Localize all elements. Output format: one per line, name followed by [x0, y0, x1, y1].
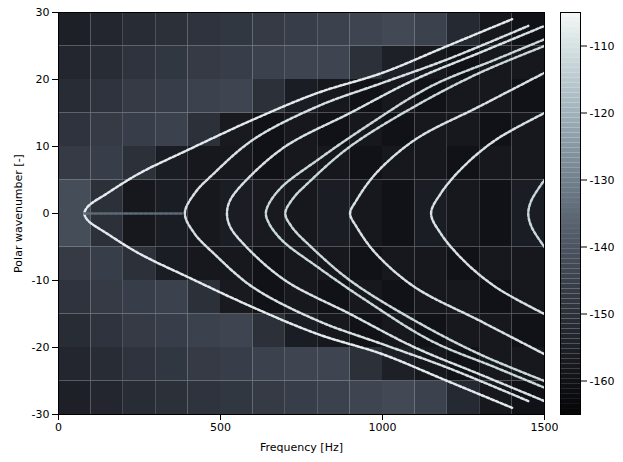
svg-text:-120: -120	[590, 107, 615, 120]
svg-text:1500: 1500	[531, 421, 559, 434]
svg-text:-140: -140	[590, 241, 615, 254]
svg-text:-110: -110	[590, 40, 615, 53]
svg-text:10: 10	[36, 140, 50, 153]
svg-text:30: 30	[36, 6, 50, 19]
svg-text:-160: -160	[590, 375, 615, 388]
svg-text:-20: -20	[32, 341, 50, 354]
svg-text:-10: -10	[32, 274, 50, 287]
svg-text:Polar wavenumber [-]: Polar wavenumber [-]	[12, 154, 25, 273]
svg-text:-150: -150	[590, 308, 615, 321]
svg-text:0: 0	[55, 421, 62, 434]
svg-text:500: 500	[210, 421, 231, 434]
svg-text:1000: 1000	[369, 421, 397, 434]
svg-text:20: 20	[36, 73, 50, 86]
svg-text:0: 0	[43, 207, 50, 220]
svg-text:Frequency [Hz]: Frequency [Hz]	[260, 441, 343, 454]
svg-text:-130: -130	[590, 174, 615, 187]
svg-text:-30: -30	[32, 408, 50, 421]
